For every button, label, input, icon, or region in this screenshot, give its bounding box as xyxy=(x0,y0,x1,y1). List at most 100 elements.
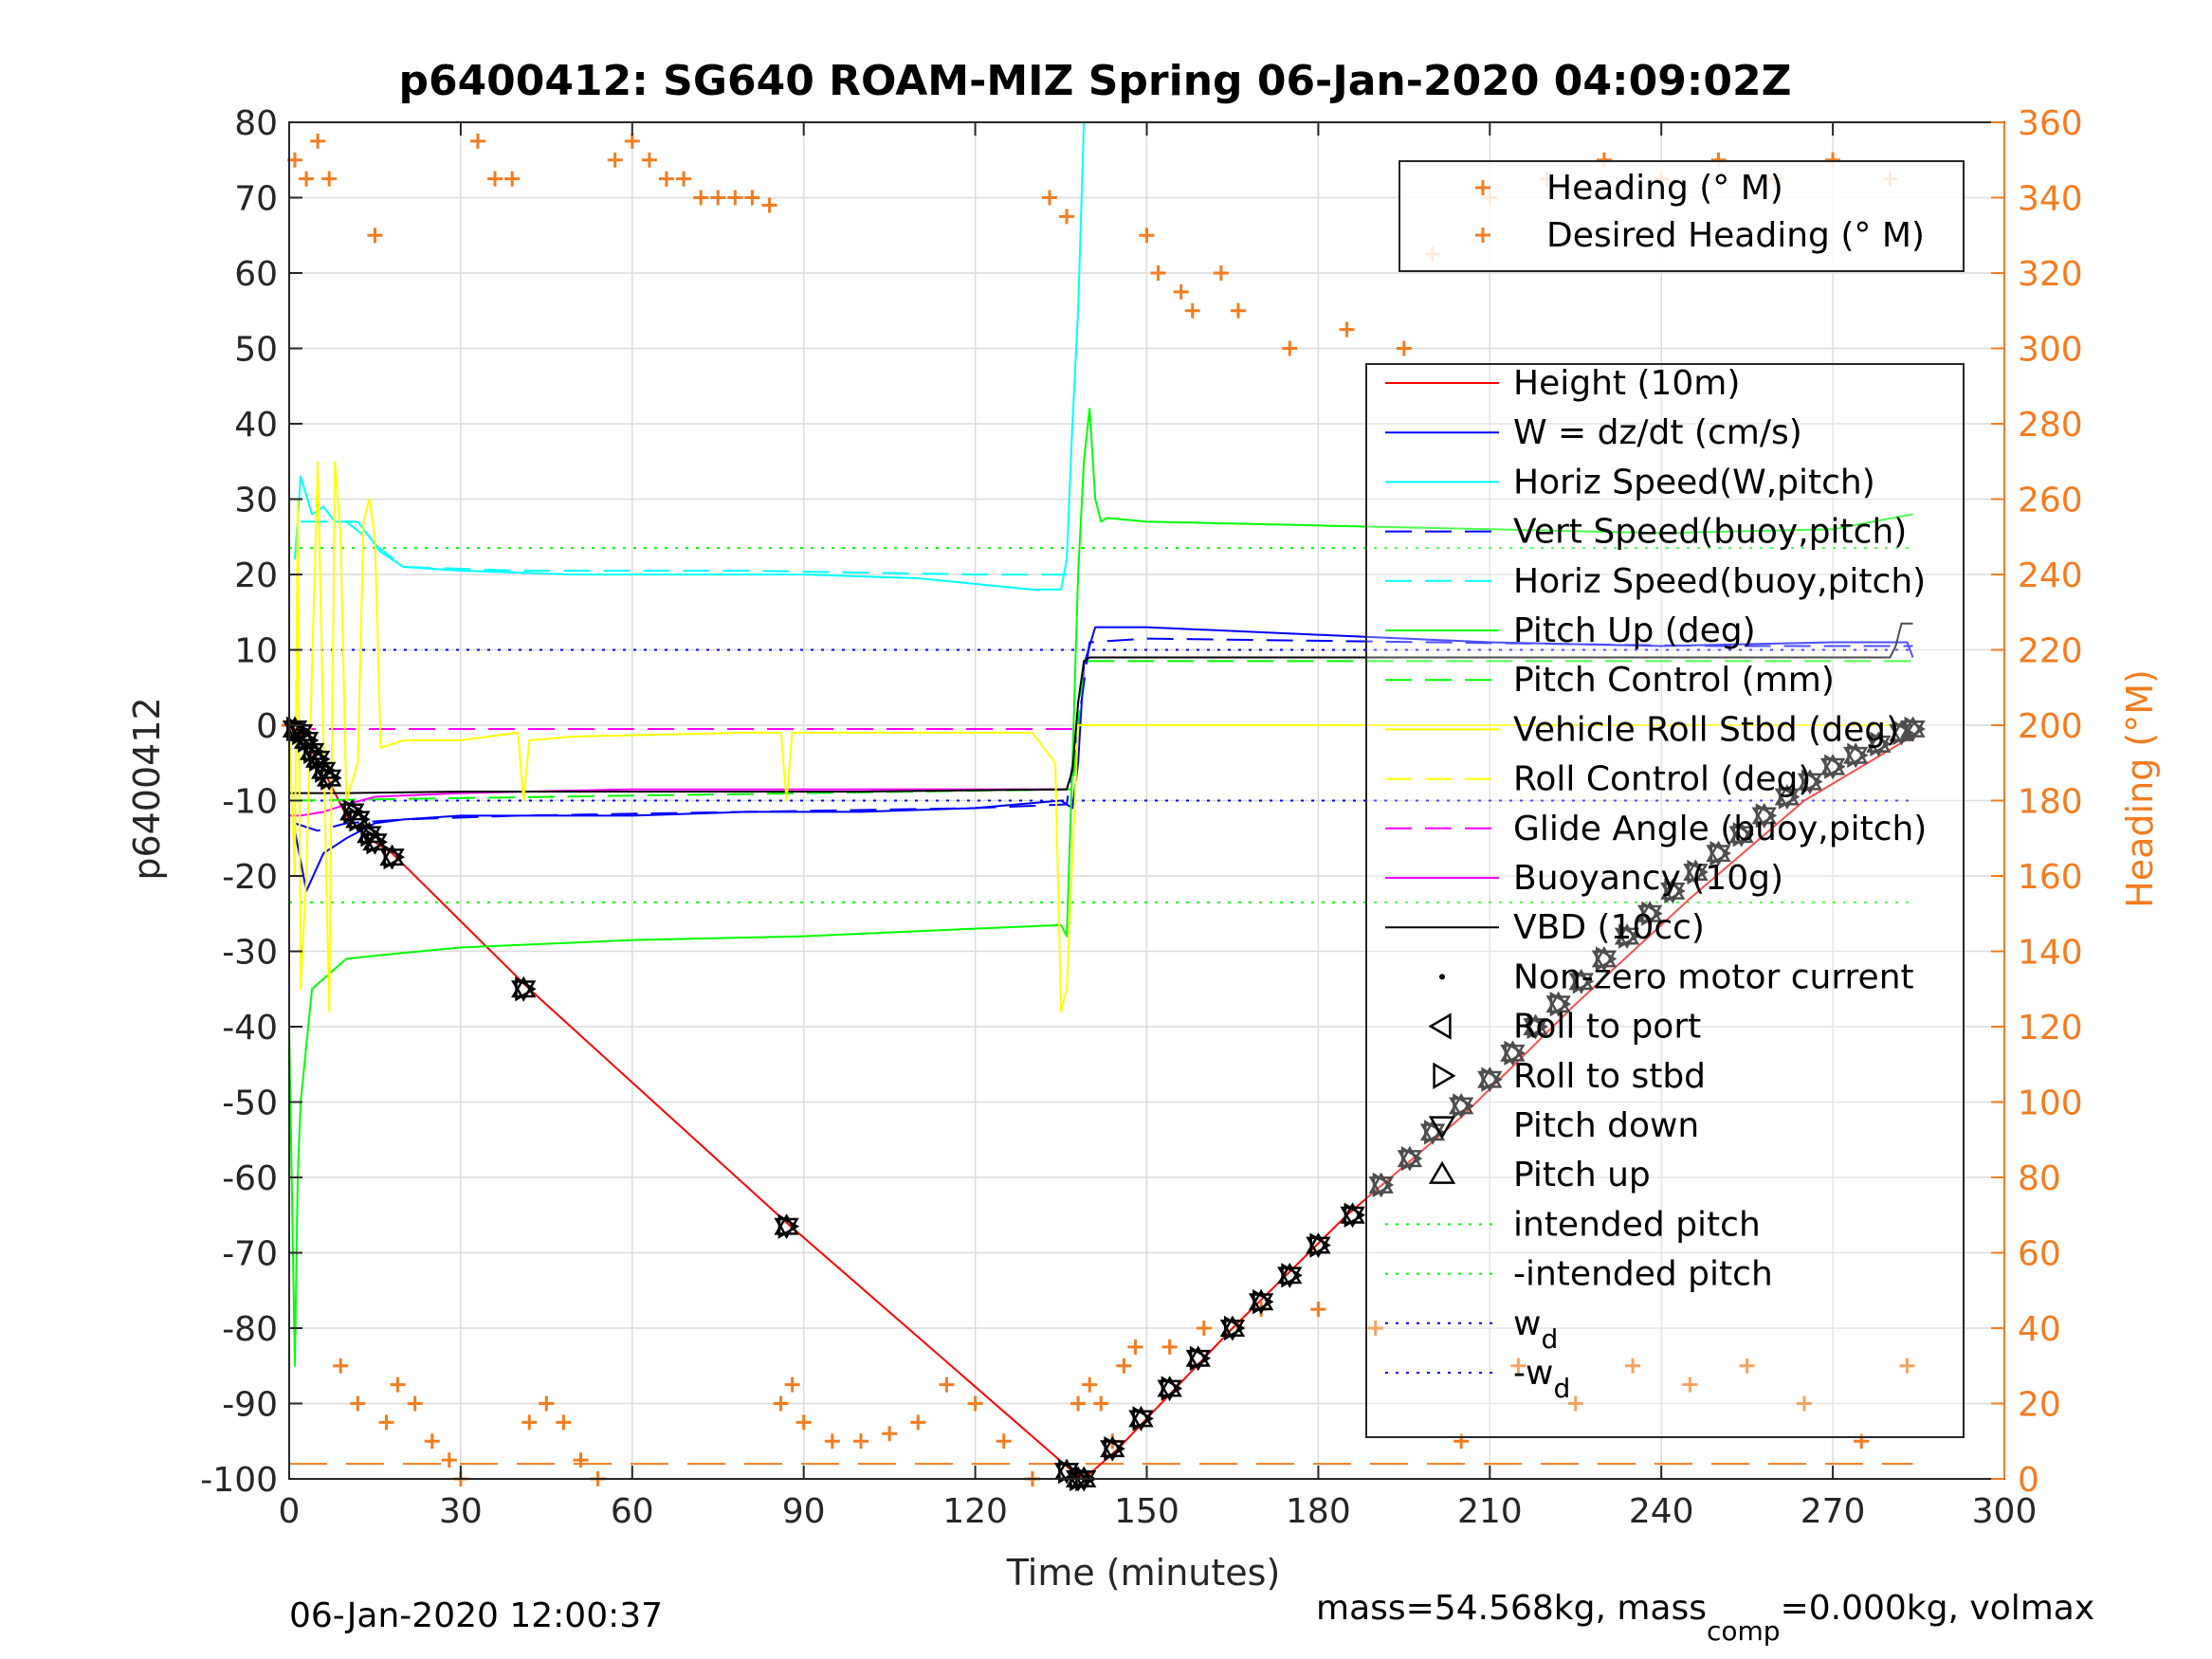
motor-marker xyxy=(1591,945,1618,972)
legend-label-text: w xyxy=(1513,1304,1541,1343)
series-pitch-up xyxy=(288,408,1913,1367)
motor-marker xyxy=(362,829,388,855)
heading-point xyxy=(641,152,657,168)
motor-marker xyxy=(1900,716,1926,742)
legend-label: Horiz Speed(buoy,pitch) xyxy=(1513,562,1926,601)
heading-point xyxy=(882,1426,898,1442)
motor-marker xyxy=(1706,840,1731,866)
legend-heading-swatch xyxy=(1475,180,1490,195)
footer-mass: mass=54.568kg, masscomp=0.000kg, volmax xyxy=(1316,1589,2094,1647)
heading-point xyxy=(658,171,674,187)
legend-label-text: Pitch down xyxy=(1513,1106,1699,1145)
x-tick-label: 270 xyxy=(1801,1492,1866,1531)
roll-stbd-marker xyxy=(515,976,537,1002)
heading-point xyxy=(773,1395,789,1412)
legend-label-text: Non-zero motor current xyxy=(1513,957,1914,996)
heading-point xyxy=(521,1414,538,1431)
motor-marker xyxy=(1397,1145,1423,1172)
heading-point xyxy=(1150,265,1166,281)
motor-marker xyxy=(1368,1172,1395,1198)
heading-point xyxy=(761,197,777,213)
legend-label: Vehicle Roll Stbd (deg) xyxy=(1513,710,1899,749)
heading-point xyxy=(1041,190,1057,206)
chart-title: p6400412: SG640 ROAM-MIZ Spring 06-Jan-2… xyxy=(398,57,1791,105)
y-tick-label: 60 xyxy=(234,255,278,294)
heading-point xyxy=(350,1395,366,1412)
legend-label: W = dz/dt (cm/s) xyxy=(1513,413,1802,452)
roll-stbd-marker xyxy=(1549,991,1572,1017)
x-tick-label: 180 xyxy=(1286,1492,1351,1531)
heading-point xyxy=(378,1414,394,1431)
heading-point xyxy=(504,171,521,187)
heading-point xyxy=(1899,1358,1915,1374)
heading-point xyxy=(424,1433,440,1449)
heading-point xyxy=(1059,209,1075,225)
heading-point xyxy=(1213,265,1229,281)
x-tick-label: 120 xyxy=(942,1492,1008,1531)
roll-stbd-marker xyxy=(1641,901,1663,926)
heading-point xyxy=(784,1376,800,1393)
y-tick-label: -40 xyxy=(222,1009,278,1048)
y-tick-label: -70 xyxy=(222,1235,278,1274)
roll-stbd-marker xyxy=(349,807,371,832)
roll-stbd-marker xyxy=(1801,769,1823,794)
legend-label: Non-zero motor current xyxy=(1513,957,1914,996)
legend-label: Glide Angle (buoy,pitch) xyxy=(1513,810,1927,848)
y2-tick-label: 180 xyxy=(2018,783,2083,822)
heading-point xyxy=(1367,1321,1383,1336)
legend-label-text: Roll to stbd xyxy=(1513,1057,1706,1096)
motor-marker xyxy=(1248,1288,1274,1315)
heading-point xyxy=(1453,1433,1470,1449)
legend-label-text: -intended pitch xyxy=(1513,1255,1773,1294)
legend-heading-box xyxy=(1398,160,1965,272)
heading-point xyxy=(710,190,726,206)
roll-stbd-marker xyxy=(1664,878,1686,904)
roll-stbd-marker xyxy=(1732,822,1755,848)
motor-marker xyxy=(1448,1093,1474,1119)
motor-marker xyxy=(1185,1345,1212,1372)
y-tick-label: -30 xyxy=(222,934,278,973)
legend-label: Vert Speed(buoy,pitch) xyxy=(1513,513,1907,552)
heading-point xyxy=(1282,340,1298,356)
heading-point xyxy=(1161,1339,1178,1355)
y2-tick-label: 100 xyxy=(2018,1085,2083,1123)
legend-label: Pitch Up (deg) xyxy=(1513,611,1756,650)
roll-stbd-marker xyxy=(1281,1263,1303,1288)
roll-stbd-marker xyxy=(1892,720,1914,746)
roll-stbd-marker xyxy=(1824,754,1846,779)
legend-label: Roll to port xyxy=(1513,1008,1701,1047)
heading-point xyxy=(624,133,640,149)
x-tick-label: 300 xyxy=(1972,1492,2038,1531)
legend-swatch xyxy=(1428,1012,1452,1040)
motor-marker xyxy=(1500,1040,1526,1066)
y-tick-label: -50 xyxy=(222,1085,278,1123)
roll-stbd-marker xyxy=(1400,1145,1423,1172)
motor-marker xyxy=(1614,923,1640,950)
heading-point xyxy=(390,1376,406,1393)
legend-label-text: Roll to port xyxy=(1513,1008,1701,1047)
legend-label-text: Horiz Speed(buoy,pitch) xyxy=(1513,562,1926,601)
heading-point xyxy=(996,1433,1012,1449)
roll-stbd-marker xyxy=(366,830,388,855)
y-tick-label: 50 xyxy=(234,331,278,370)
roll-stbd-marker xyxy=(1224,1315,1246,1341)
legend-label-text: Glide Angle (buoy,pitch) xyxy=(1513,810,1927,848)
heading-point xyxy=(1739,1358,1755,1374)
x-tick-label: 90 xyxy=(782,1492,826,1531)
legend-heading-swatch xyxy=(1475,228,1490,243)
roll-stbd-marker xyxy=(1252,1288,1274,1315)
heading-point xyxy=(607,152,623,168)
heading-point xyxy=(310,133,326,149)
series-horiz-speed-w xyxy=(294,121,1086,591)
heading-point xyxy=(1854,1433,1870,1449)
x-tick-label: 60 xyxy=(611,1492,654,1531)
y2-tick-label: 340 xyxy=(2018,180,2083,219)
y2-tick-label: 60 xyxy=(2018,1235,2061,1274)
roll-stbd-marker xyxy=(1344,1202,1366,1228)
marker-layer xyxy=(282,716,1926,1492)
heading-point xyxy=(333,1358,349,1374)
y-tick-label: 20 xyxy=(234,556,278,595)
motor-marker xyxy=(1128,1405,1154,1431)
y-tick-label: -90 xyxy=(222,1386,278,1425)
legend-label: Pitch up xyxy=(1513,1156,1651,1194)
